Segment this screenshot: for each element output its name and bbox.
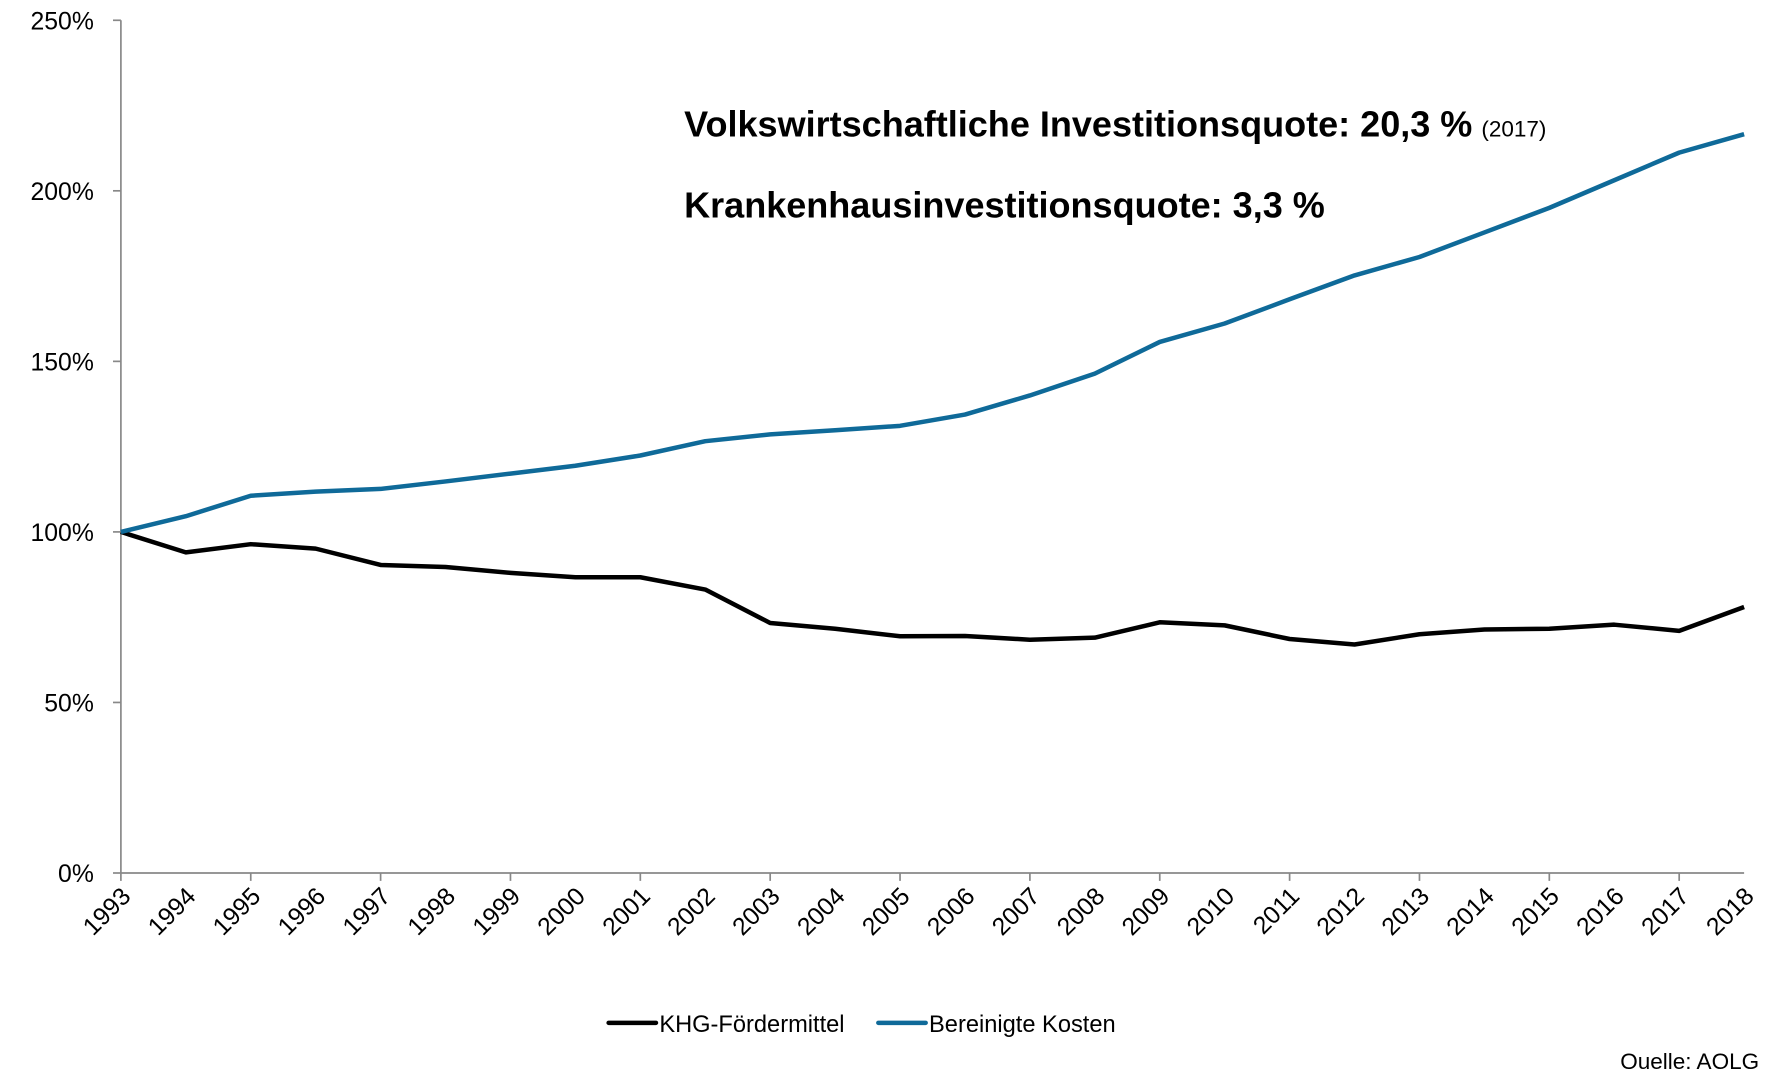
x-tick-label: 1998: [403, 883, 461, 941]
x-tick-label: 2015: [1507, 883, 1565, 941]
y-tick-label: 0%: [58, 861, 94, 888]
x-tick-label: 2000: [533, 883, 591, 941]
x-tick-label: 2009: [1117, 883, 1175, 941]
annotation-main: Volkswirtschaftliche Investitionsquote: …: [684, 103, 1472, 144]
x-tick-label: 2013: [1377, 883, 1435, 941]
legend-label: KHG-Fördermittel: [659, 1012, 844, 1038]
series-line: [120, 132, 1745, 535]
y-tick-label: 250%: [31, 8, 94, 35]
x-tick-label: 2004: [793, 883, 851, 941]
x-tick-label: 2007: [987, 883, 1045, 941]
source: Quelle: AOLG: [1620, 1049, 1759, 1069]
y-tick-label: 200%: [31, 179, 94, 206]
x-tick-label: 2008: [1052, 883, 1110, 941]
y-tick-label: 100%: [31, 520, 94, 547]
x-tick-label: 2014: [1442, 883, 1500, 941]
x-tick-label: 1996: [273, 883, 331, 941]
x-tick-label: 1999: [468, 883, 526, 941]
annotation: Volkswirtschaftliche Investitionsquote: …: [684, 103, 1546, 144]
x-tick-label: 2017: [1637, 883, 1695, 941]
x-tick-label: 1994: [143, 883, 201, 941]
x-tick-label: 2012: [1312, 883, 1370, 941]
x-tick-label: 2018: [1702, 883, 1760, 941]
x-tick-label: 2006: [922, 883, 980, 941]
x-tick-label: 2001: [598, 883, 656, 941]
x-tick-label: 1995: [208, 883, 266, 941]
x-tick-label: 2002: [663, 883, 721, 941]
x-tick-label: 2010: [1182, 883, 1240, 941]
x-tick-label: 2003: [728, 883, 786, 941]
series-line: [120, 529, 1745, 647]
x-tick-label: 2016: [1572, 883, 1630, 941]
x-tick-label: 2011: [1248, 883, 1305, 940]
legend-label: Bereinigte Kosten: [929, 1012, 1116, 1038]
x-tick-label: 1993: [78, 883, 136, 941]
annotation: Krankenhausinvestitionsquote: 3,3 %: [684, 184, 1325, 225]
y-tick-label: 150%: [31, 349, 94, 376]
x-tick-label: 2005: [857, 883, 915, 941]
y-tick-label: 50%: [44, 690, 94, 717]
annotation-year: (2017): [1481, 116, 1546, 141]
x-tick-label: 1997: [338, 883, 396, 941]
